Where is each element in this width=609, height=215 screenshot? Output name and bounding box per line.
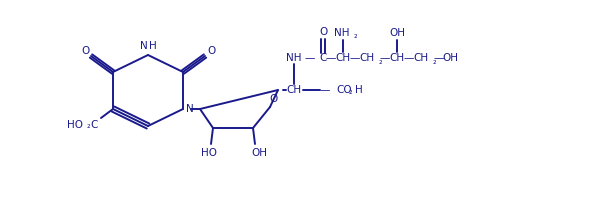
Text: HO: HO: [201, 148, 217, 158]
Text: CH: CH: [336, 53, 351, 63]
Text: OH: OH: [251, 148, 267, 158]
Text: —: —: [380, 53, 390, 63]
Text: ₂: ₂: [86, 121, 90, 131]
Text: —: —: [305, 53, 315, 63]
Text: —: —: [320, 85, 330, 95]
Text: NH: NH: [334, 28, 350, 38]
Text: N: N: [186, 104, 194, 114]
Text: ₂: ₂: [378, 57, 382, 66]
Text: C: C: [319, 53, 326, 63]
Text: HO: HO: [67, 120, 83, 130]
Text: —: —: [326, 53, 336, 63]
Text: ₂: ₂: [353, 31, 357, 40]
Text: O: O: [319, 27, 327, 37]
Text: —: —: [350, 53, 360, 63]
Text: CH: CH: [359, 53, 375, 63]
Text: CH: CH: [389, 53, 404, 63]
Text: ₂: ₂: [349, 86, 353, 95]
Text: N: N: [140, 41, 148, 51]
Text: O: O: [207, 46, 215, 56]
Text: NH: NH: [286, 53, 301, 63]
Text: CH: CH: [414, 53, 429, 63]
Text: OH: OH: [442, 53, 458, 63]
Text: CH: CH: [286, 85, 301, 95]
Text: —: —: [404, 53, 414, 63]
Text: OH: OH: [389, 28, 405, 38]
Text: C: C: [90, 120, 97, 130]
Text: ₂: ₂: [432, 57, 436, 66]
Text: H: H: [355, 85, 363, 95]
Text: CO: CO: [336, 85, 351, 95]
Text: H: H: [149, 41, 157, 51]
Text: O: O: [81, 46, 89, 56]
Text: O: O: [269, 94, 277, 104]
Text: —: —: [434, 53, 444, 63]
